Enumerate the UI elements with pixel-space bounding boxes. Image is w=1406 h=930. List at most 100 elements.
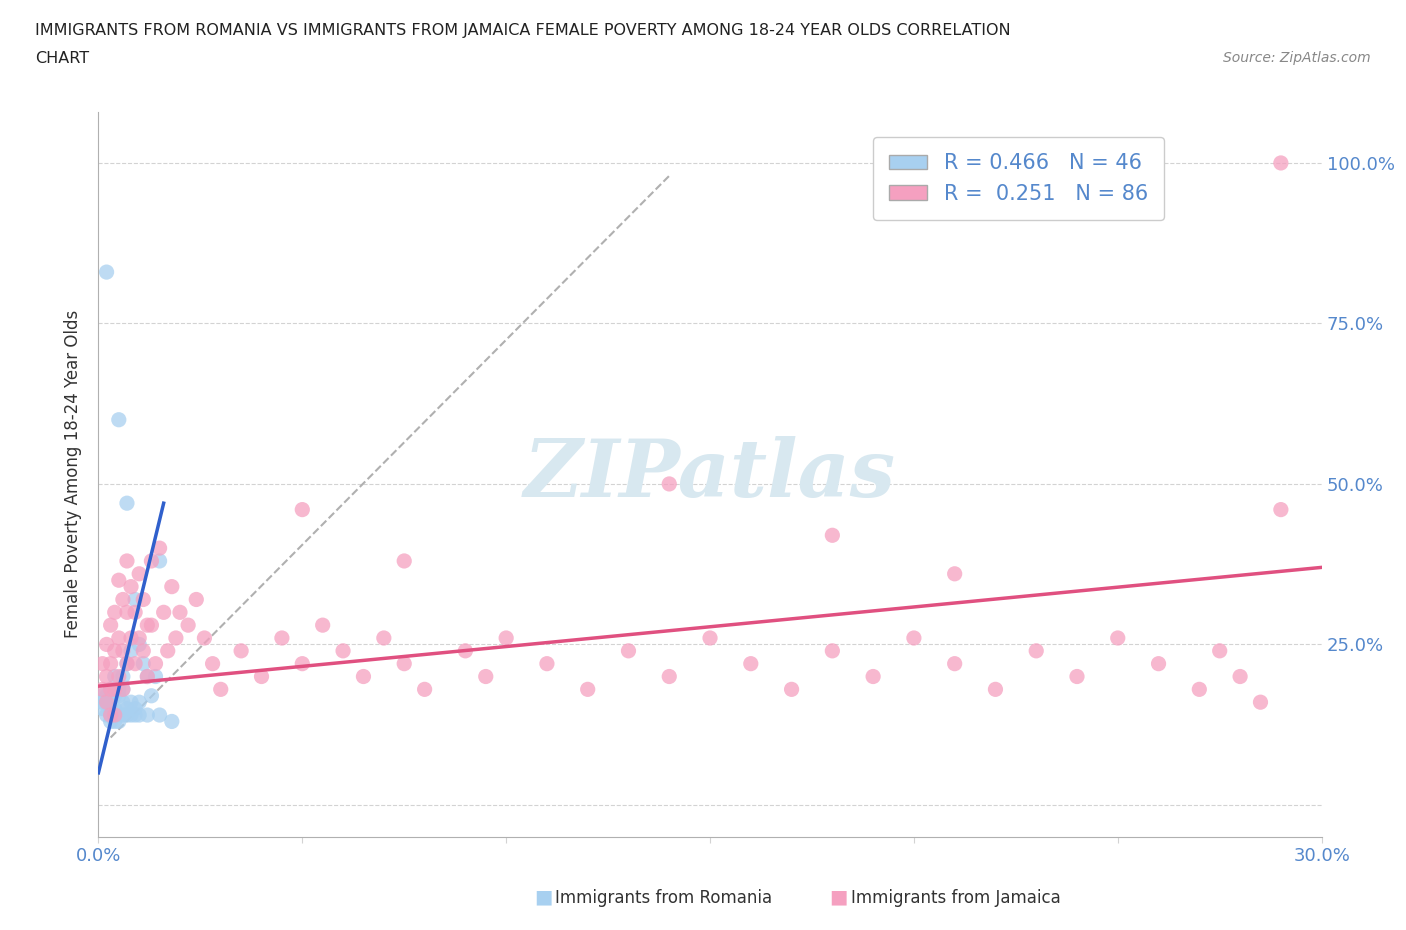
Text: IMMIGRANTS FROM ROMANIA VS IMMIGRANTS FROM JAMAICA FEMALE POVERTY AMONG 18-24 YE: IMMIGRANTS FROM ROMANIA VS IMMIGRANTS FR… xyxy=(35,23,1011,38)
Point xyxy=(120,695,142,710)
Point xyxy=(108,631,131,645)
Point xyxy=(111,682,134,697)
Point xyxy=(100,714,122,729)
Point xyxy=(96,265,118,280)
Point xyxy=(111,708,134,723)
Point xyxy=(115,701,138,716)
Point xyxy=(124,592,146,607)
Point xyxy=(169,604,191,619)
Point xyxy=(291,502,314,517)
Point xyxy=(100,682,122,697)
Point xyxy=(699,631,721,645)
Point xyxy=(536,657,558,671)
Text: Source: ZipAtlas.com: Source: ZipAtlas.com xyxy=(1223,51,1371,65)
Point xyxy=(392,553,416,568)
Point xyxy=(104,701,127,716)
Point xyxy=(136,669,159,684)
Point xyxy=(413,682,436,697)
Point xyxy=(149,553,172,568)
Point xyxy=(821,644,844,658)
Point xyxy=(128,631,150,645)
Point xyxy=(100,682,122,697)
Point xyxy=(104,708,127,723)
Point xyxy=(149,540,172,555)
Text: ■: ■ xyxy=(830,888,848,907)
Point xyxy=(104,682,127,697)
Point xyxy=(91,682,114,697)
Point xyxy=(165,631,187,645)
Point xyxy=(128,695,150,710)
Point xyxy=(132,644,155,658)
Point xyxy=(1249,695,1271,710)
Point xyxy=(100,708,122,723)
Point xyxy=(108,412,131,427)
Point xyxy=(740,657,762,671)
Point xyxy=(108,573,131,588)
Point xyxy=(454,644,477,658)
Point xyxy=(124,701,146,716)
Point xyxy=(111,644,134,658)
Point xyxy=(100,701,122,716)
Point xyxy=(1107,631,1129,645)
Point xyxy=(100,657,122,671)
Y-axis label: Female Poverty Among 18-24 Year Olds: Female Poverty Among 18-24 Year Olds xyxy=(65,311,83,638)
Point xyxy=(160,714,183,729)
Point xyxy=(104,708,127,723)
Point xyxy=(136,708,159,723)
Point xyxy=(1270,502,1292,517)
Point xyxy=(108,714,131,729)
Point xyxy=(91,701,114,716)
Point xyxy=(96,637,118,652)
Point xyxy=(576,682,599,697)
Point xyxy=(193,631,215,645)
Point xyxy=(658,476,681,491)
Point xyxy=(91,688,114,703)
Point xyxy=(115,604,138,619)
Point xyxy=(903,631,925,645)
Point xyxy=(124,708,146,723)
Point xyxy=(141,688,163,703)
Point xyxy=(177,618,200,632)
Point xyxy=(120,631,142,645)
Point xyxy=(104,604,127,619)
Point xyxy=(120,579,142,594)
Point xyxy=(658,669,681,684)
Point xyxy=(104,669,127,684)
Point xyxy=(100,618,122,632)
Point xyxy=(201,657,224,671)
Point xyxy=(115,708,138,723)
Point xyxy=(495,631,517,645)
Point xyxy=(111,682,134,697)
Point xyxy=(124,657,146,671)
Point xyxy=(474,669,498,684)
Point xyxy=(96,695,118,710)
Point xyxy=(156,644,179,658)
Point xyxy=(984,682,1007,697)
Point xyxy=(943,657,966,671)
Point xyxy=(250,669,273,684)
Point xyxy=(115,496,138,511)
Point xyxy=(136,618,159,632)
Point xyxy=(1229,669,1251,684)
Point xyxy=(1270,155,1292,170)
Point xyxy=(111,669,134,684)
Point xyxy=(115,553,138,568)
Point xyxy=(115,657,138,671)
Point xyxy=(104,644,127,658)
Point xyxy=(145,669,167,684)
Point xyxy=(108,682,131,697)
Point xyxy=(111,592,134,607)
Point xyxy=(821,528,844,543)
Point xyxy=(111,695,134,710)
Legend: R = 0.466   N = 46, R =  0.251   N = 86: R = 0.466 N = 46, R = 0.251 N = 86 xyxy=(873,137,1164,220)
Point xyxy=(392,657,416,671)
Point xyxy=(91,657,114,671)
Point xyxy=(124,604,146,619)
Point xyxy=(132,657,155,671)
Point xyxy=(128,708,150,723)
Point xyxy=(115,657,138,671)
Point xyxy=(862,669,884,684)
Point xyxy=(128,637,150,652)
Point xyxy=(128,566,150,581)
Point xyxy=(100,688,122,703)
